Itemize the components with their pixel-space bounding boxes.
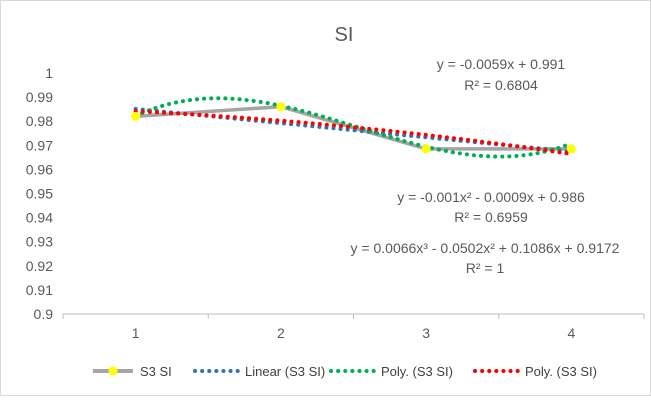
x-tick-label: 2 <box>277 325 285 341</box>
legend: S3 SI Linear (S3 SI) Poly. (S3 SI) Poly.… <box>93 364 597 379</box>
y-tick-label: 0.91 <box>26 282 53 298</box>
y-tick-label: 0.94 <box>26 210 53 226</box>
linear-equation-label: y = -0.0059x + 0.991 <box>437 56 566 72</box>
legend-item-linear: Linear (S3 SI) <box>193 364 325 379</box>
x-tick-label: 3 <box>422 325 430 341</box>
legend-label-linear: Linear (S3 SI) <box>245 364 325 379</box>
y-tick-label: 1 <box>45 65 53 81</box>
y-axis-ticks: 0.9 0.91 0.92 0.93 0.94 0.95 0.96 0.97 0.98 0.99 1 <box>26 65 53 322</box>
legend-label-s3-si: S3 SI <box>140 364 172 379</box>
plot-area <box>131 96 576 159</box>
quadratic-equation-label: y = -0.001x² - 0.0009x + 0.986 <box>397 189 585 205</box>
data-point-marker <box>276 102 286 112</box>
y-tick-label: 0.96 <box>26 161 53 177</box>
cubic-r2-label: R² = 1 <box>466 260 505 276</box>
y-tick-label: 0.99 <box>26 89 53 105</box>
cubic-equation-label: y = 0.0066x³ - 0.0502x² + 0.1086x + 0.91… <box>351 240 620 256</box>
linear-r2-label: R² = 0.6804 <box>464 77 538 93</box>
y-tick-label: 0.93 <box>26 234 53 250</box>
y-tick-label: 0.95 <box>26 186 53 202</box>
y-tick-label: 0.9 <box>34 306 54 322</box>
x-tick-label: 1 <box>132 325 140 341</box>
legend-item-poly-red: Poly. (S3 SI) <box>473 364 597 379</box>
data-point-marker <box>421 144 431 154</box>
x-axis: 1 2 3 4 <box>62 313 645 341</box>
legend-item-s3-si: S3 SI <box>93 364 172 379</box>
y-tick-label: 0.98 <box>26 113 53 129</box>
data-point-marker <box>131 111 141 121</box>
chart-title: SI <box>335 24 354 46</box>
legend-item-poly-green: Poly. (S3 SI) <box>329 364 453 379</box>
y-tick-label: 0.92 <box>26 258 53 274</box>
quadratic-r2-label: R² = 0.6959 <box>454 209 528 225</box>
trendline-2 <box>133 109 574 156</box>
y-tick-label: 0.97 <box>26 137 53 153</box>
x-tick-label: 4 <box>567 325 575 341</box>
data-point-marker <box>566 144 576 154</box>
legend-label-poly-red: Poly. (S3 SI) <box>525 364 597 379</box>
legend-label-poly-green: Poly. (S3 SI) <box>381 364 453 379</box>
legend-marker-s3-si <box>108 366 118 376</box>
trendline-annotations: y = -0.0059x + 0.991 R² = 0.6804 y = -0.… <box>351 56 620 276</box>
